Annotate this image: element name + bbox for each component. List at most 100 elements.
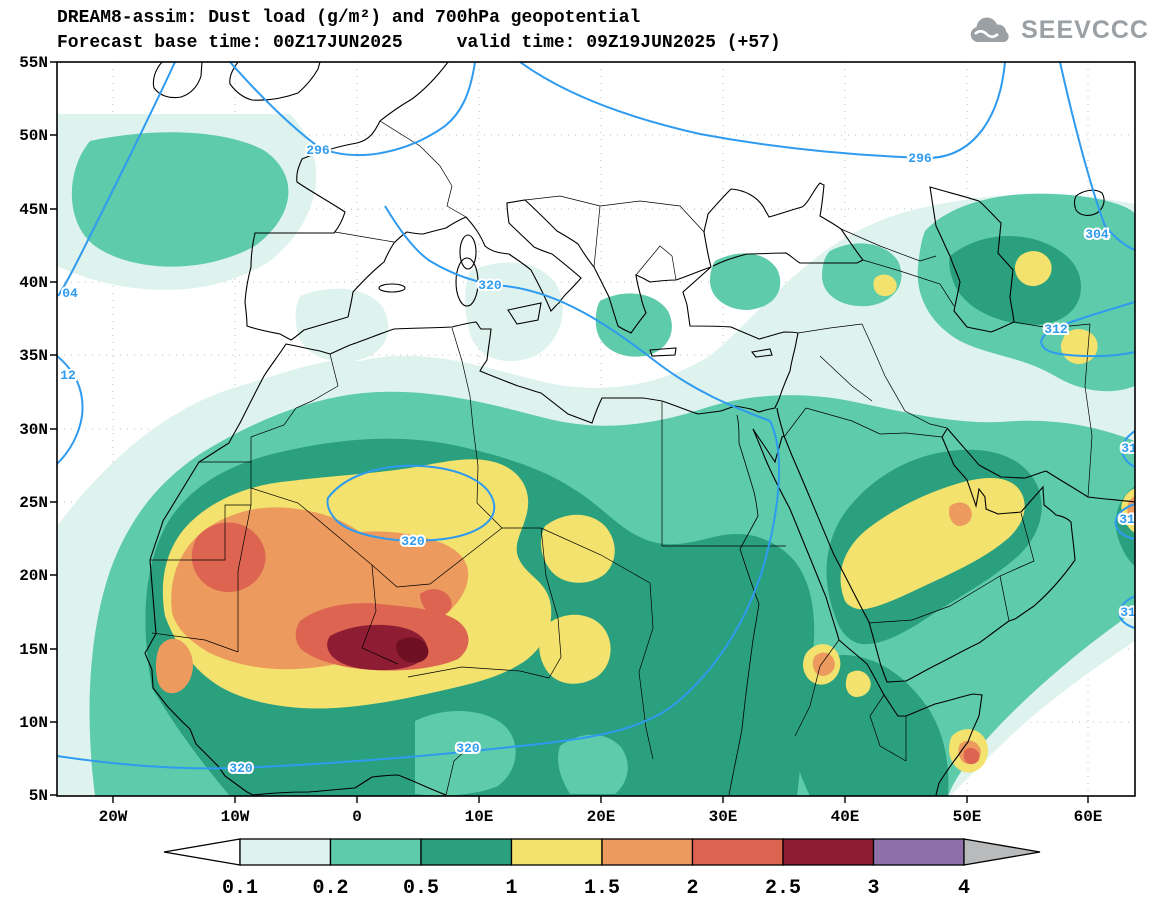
contour-label: 31 [1120,605,1136,620]
contour-320-cutoff-low [326,464,496,542]
border [638,582,654,760]
island-crete [649,347,677,357]
coastline-sinai [752,407,785,464]
contour-label: 31 [1119,512,1135,527]
contour-label: 320 [456,741,480,756]
lon-label: 30E [709,808,738,826]
island-sicily [507,302,542,325]
lat-label: 5N [29,787,48,805]
lat-label: 45N [19,201,48,219]
lon-label: 10E [465,808,494,826]
border [502,527,651,584]
coastlines [144,62,1135,796]
dust-blob [420,589,452,616]
coastline-england [229,62,321,101]
dust-blob [873,274,897,297]
coastline-caspian-sea [929,186,1015,333]
colorbar-tick: 2 [686,877,698,900]
dust-blob [1014,251,1052,287]
lon-label: 40E [831,808,860,826]
page-subtitle: Forecast base time: 00Z17JUN2025 valid t… [57,33,781,54]
lon-label: 20W [99,808,128,826]
colorbar-tick: 0.5 [403,877,439,900]
island-cyprus [750,348,773,358]
lon-label: 60E [1074,808,1103,826]
border [783,407,943,438]
dust-blob [788,655,949,796]
coastline-arabia [783,428,1076,683]
colorbar-segment [239,838,332,866]
contour-label: 320 [229,761,253,776]
lat-label: 50N [19,127,48,145]
lon-label: 20E [587,808,616,826]
dust-blob [465,262,563,362]
dust-blob [710,253,781,310]
border [1013,321,1093,498]
contour-312-east [1040,301,1135,358]
lat-label: 35N [19,347,48,365]
contour-312-west [57,355,84,465]
coastline-europe-atlantic-med [144,62,799,796]
contour-304-east [1059,62,1135,251]
contour-304-west [57,62,176,297]
dust-blob [540,514,615,583]
colorbar-tick: 0.1 [222,877,258,900]
axis-ticks [50,61,1089,803]
dust-blob [1127,496,1135,524]
seevccc-logo: SEEVCCC [968,16,1149,45]
dust-blob [191,522,266,592]
colorbar-overflow-arrow [963,838,1041,866]
contour-320-trough [57,205,781,770]
lon-label: 0 [352,808,362,826]
colorbar-tick: 1.5 [584,877,620,900]
island-corsica [459,234,477,270]
colorbar-tick: 3 [867,877,879,900]
lat-label: 40N [19,274,48,292]
map-canvas: 296 296 04 304 12 312 320 320 320 320 31… [57,62,1136,796]
contour-label: 304 [1085,227,1109,242]
coastline-aral-sea [1073,189,1105,216]
border [150,462,252,561]
dust-blob [840,478,1025,610]
dust-blob [963,747,980,765]
colorbar-tick-labels: 0.1 0.2 0.5 1 1.5 2 2.5 3 4 [222,877,970,900]
colorbar-legend: 0.1 0.2 0.5 1 1.5 2 2.5 3 4 [163,838,1041,900]
logo-text: SEEVCCC [1021,16,1149,44]
coastline-black-sea [703,182,864,268]
border [868,512,1035,624]
colorbar-segment [420,838,513,866]
lat-label: 30N [19,421,48,439]
contour-296-west [229,62,476,156]
dust-blob [155,638,193,694]
dust-blob [295,288,389,362]
dust-blob [949,502,972,526]
border [151,504,252,653]
colorbar-tick: 1 [505,877,517,900]
header: DREAM8-assim: Dust load (g/m²) and 700hP… [57,6,781,56]
dust-blob [822,243,902,307]
river-nile [728,414,760,796]
island-balearic [378,283,406,293]
lat-label: 20N [19,567,48,585]
border [361,564,399,665]
colorbar-segment [601,838,694,866]
colorbar-tick: 0.2 [312,877,348,900]
lon-label: 10W [221,808,250,826]
contour-label: 04 [62,286,78,301]
contour-labels: 296 296 04 304 12 312 320 320 320 320 31… [58,141,1136,778]
border [840,228,955,307]
colorbar-segment [329,838,422,866]
colorbar-segment [691,838,784,866]
colorbar-tick: 2.5 [765,877,801,900]
border [334,120,705,281]
lat-label: 25N [19,494,48,512]
colorbar-segment [782,838,875,866]
border [199,353,339,463]
border [250,487,503,588]
contour-label: 296 [908,151,932,166]
contour-label: 12 [60,368,76,383]
dust-blob [812,652,835,676]
lat-label: 10N [19,714,48,732]
dust-blob [845,670,871,697]
